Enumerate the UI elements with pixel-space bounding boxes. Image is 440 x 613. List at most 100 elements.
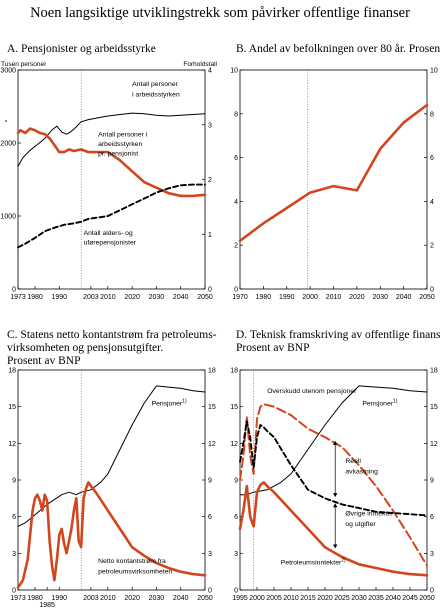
chart-annotation: uførepensjonister bbox=[84, 239, 137, 246]
series-line-D-1 bbox=[239, 385, 428, 496]
chart-annotation: Antall personer bbox=[132, 81, 178, 88]
y-tick-label-right: 4 bbox=[208, 68, 212, 75]
stray-mark bbox=[5, 120, 7, 122]
y-tick-label-right: 2 bbox=[208, 177, 212, 184]
x-tick-label: 1990 bbox=[51, 294, 67, 301]
chart-title-line: C. Statens netto kontantstrøm fra petrol… bbox=[7, 329, 217, 341]
x-tick-label: 2050 bbox=[197, 595, 213, 602]
figure-title: Noen langsiktige utviklingstrekk som påv… bbox=[30, 5, 410, 21]
x-tick-label: 2015 bbox=[300, 595, 316, 602]
x-tick-label: 2030 bbox=[372, 294, 388, 301]
x-tick-label: 2003 bbox=[83, 294, 99, 301]
x-tick-label: 2030 bbox=[351, 595, 367, 602]
y-tick-label-right: 0 bbox=[430, 588, 434, 595]
x-tick-label: 2030 bbox=[149, 595, 165, 602]
x-tick-label: 2040 bbox=[173, 595, 189, 602]
y-axis-label-right: Forholdstall bbox=[183, 61, 217, 68]
chart-annotation: Pensjoner1) bbox=[152, 398, 187, 407]
series-line-A-3 bbox=[17, 183, 206, 249]
x-tick-label: 2050 bbox=[197, 294, 213, 301]
chart-title-line: virksomheten og pensjonsutgifter. bbox=[7, 342, 163, 354]
y-tick-label-left: 3 bbox=[234, 551, 238, 558]
y-tick-label-left: 3 bbox=[12, 551, 16, 558]
x-tick-label: 2035 bbox=[368, 595, 384, 602]
y-tick-label-left: 0 bbox=[234, 287, 238, 294]
x-tick-label: 1973 bbox=[10, 294, 26, 301]
x-tick-label: 1970 bbox=[232, 294, 248, 301]
series-line-A-1 bbox=[17, 112, 206, 167]
x-tick-label: 2020 bbox=[124, 294, 140, 301]
y-tick-label-right: 18 bbox=[430, 368, 438, 375]
chart-panel-B: B. Andel av befolkningen over 80 år. Pro… bbox=[230, 42, 440, 301]
chart-annotation: Netto kontantstrøm fra bbox=[98, 558, 166, 565]
x-tick-label: 2050 bbox=[419, 595, 435, 602]
y-tick-label-right: 15 bbox=[430, 404, 438, 411]
series-line-D-2 bbox=[239, 403, 428, 567]
y-tick-label-right: 12 bbox=[208, 441, 216, 448]
chart-annotation: Antall personer i bbox=[98, 131, 148, 138]
y-tick-label-right: 9 bbox=[208, 478, 212, 485]
y-tick-label-left: 0 bbox=[12, 287, 16, 294]
chart-annotation: avkastning bbox=[345, 468, 378, 475]
arrow-head bbox=[333, 544, 338, 549]
y-tick-label-left: 6 bbox=[234, 155, 238, 162]
x-tick-label: 2010 bbox=[100, 595, 116, 602]
x-tick-label: 2010 bbox=[326, 294, 342, 301]
x-tick-label: 2030 bbox=[149, 294, 165, 301]
chart-title-line: B. Andel av befolkningen over 80 år. Pro… bbox=[236, 42, 440, 55]
y-tick-label-right: 1 bbox=[208, 232, 212, 239]
chart-title-line: A. Pensjonister og arbeidsstyrke bbox=[7, 43, 156, 55]
y-tick-label-left: 0 bbox=[12, 588, 16, 595]
y-tick-label-left: 18 bbox=[230, 368, 238, 375]
chart-panel-C: C. Statens netto kontantstrøm fra petrol… bbox=[7, 329, 217, 609]
chart-annotation: Antall alders- og bbox=[84, 230, 133, 237]
arrow-head bbox=[333, 440, 338, 445]
y-tick-label-right: 6 bbox=[430, 514, 434, 521]
y-tick-label-left: 12 bbox=[230, 441, 238, 448]
x-tick-label: 2010 bbox=[100, 294, 116, 301]
chart-annotation: Reell bbox=[345, 458, 361, 465]
chart-annotation: Pensjoner1) bbox=[362, 398, 397, 407]
chart-panel-A: A. Pensjonister og arbeidsstyrke Tusen pe… bbox=[0, 43, 217, 301]
y-tick-label-left: 18 bbox=[8, 368, 16, 375]
x-tick-label: 2025 bbox=[334, 595, 350, 602]
x-tick-label: 2040 bbox=[173, 294, 189, 301]
series-line-A-2 bbox=[16, 127, 207, 198]
y-tick-label-right: 15 bbox=[208, 404, 216, 411]
x-tick-label: 1980 bbox=[27, 595, 43, 602]
x-tick-label: 2020 bbox=[349, 294, 365, 301]
x-tick-label: 2050 bbox=[419, 294, 435, 301]
y-tick-label-left: 1000 bbox=[0, 214, 16, 221]
arrow-head bbox=[333, 493, 338, 498]
y-tick-label-right: 6 bbox=[208, 514, 212, 521]
x-tick-label: 2005 bbox=[266, 595, 282, 602]
y-tick-label-right: 3 bbox=[208, 122, 212, 129]
x-tick-label: 2000 bbox=[302, 294, 318, 301]
chart-annotation: petroleumsvirksomheten bbox=[98, 569, 172, 576]
x-tick-label: 1990 bbox=[279, 294, 295, 301]
x-tick-label: 2040 bbox=[396, 294, 412, 301]
series-line-D-3 bbox=[239, 420, 428, 517]
x-tick-label: 2003 bbox=[83, 595, 99, 602]
x-tick-label: 2045 bbox=[402, 595, 418, 602]
y-tick-label-right: 0 bbox=[430, 287, 434, 294]
y-tick-label-right: 10 bbox=[430, 68, 438, 75]
arrow-head bbox=[333, 503, 338, 508]
y-tick-label-left: 10 bbox=[230, 68, 238, 75]
chart-annotation: og utgifter bbox=[345, 521, 376, 528]
chart-annotation: Overskudd utenom pensjoner bbox=[267, 388, 357, 395]
y-tick-label-left: 2 bbox=[234, 243, 238, 250]
y-tick-label-left: 12 bbox=[8, 441, 16, 448]
y-axis-label-left: Tusen personer bbox=[1, 61, 47, 68]
y-tick-label-left: 8 bbox=[234, 111, 238, 118]
x-tick-label: 2020 bbox=[317, 595, 333, 602]
chart-panel-D: D. Teknisk framskriving av offentlige fi… bbox=[230, 329, 440, 602]
series-line-C-2 bbox=[16, 481, 207, 589]
y-tick-label-left: 2000 bbox=[0, 141, 16, 148]
y-tick-label-right: 3 bbox=[430, 551, 434, 558]
y-tick-label-right: 18 bbox=[208, 368, 216, 375]
y-tick-label-left: 15 bbox=[230, 404, 238, 411]
x-tick-label: 1980 bbox=[27, 294, 43, 301]
y-tick-label-left: 6 bbox=[12, 514, 16, 521]
